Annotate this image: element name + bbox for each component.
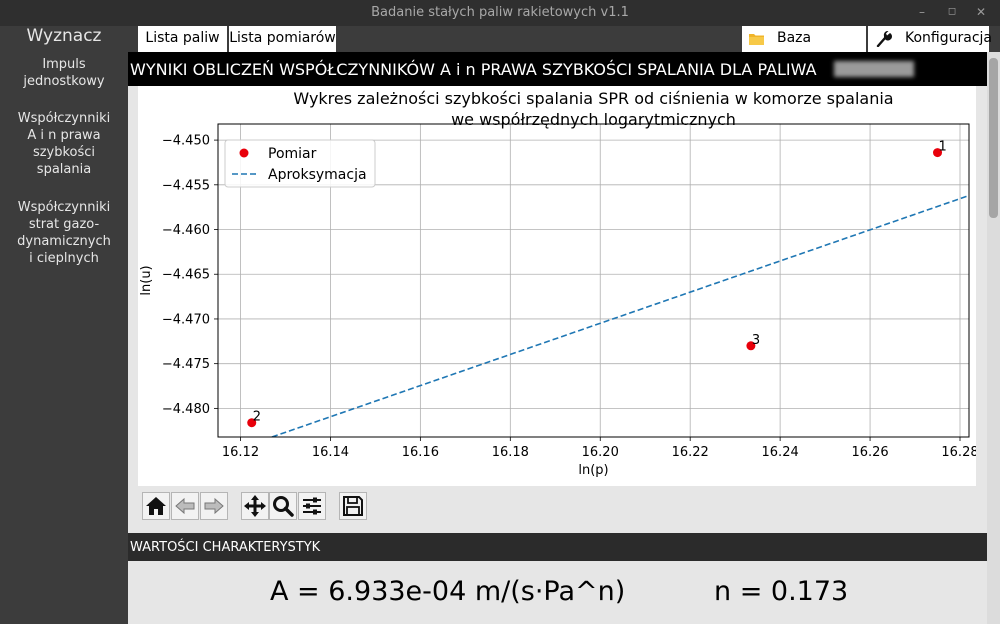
- close-icon[interactable]: ✕: [975, 5, 987, 19]
- point-label: 3: [752, 333, 760, 348]
- sidebar-item-label-line: Impuls: [42, 57, 86, 72]
- sidebar-item-wspolczynniki-strat[interactable]: Współczynniki strat gazo- dynamicznych i…: [4, 199, 124, 267]
- pan-button[interactable]: [241, 492, 269, 520]
- measurement-point: [247, 418, 257, 428]
- y-tick-label: −4.460: [162, 223, 210, 238]
- zoom-button[interactable]: [269, 492, 297, 520]
- coefficient-n-value: n = 0.173: [714, 576, 849, 607]
- y-tick-label: −4.455: [162, 178, 210, 193]
- minimize-icon[interactable]: –: [919, 5, 925, 19]
- characteristics-section-header: WARTOŚCI CHARAKTERYSTYK: [128, 533, 987, 561]
- window-titlebar: Badanie stałych paliw rakietowych v1.1 –…: [0, 0, 1000, 26]
- configuration-label: Konfiguracja: [905, 30, 993, 46]
- sidebar: Wyznacz Impuls jednostkowy Współczynniki…: [0, 26, 128, 624]
- subplots-config-button[interactable]: [298, 492, 326, 520]
- x-axis-label: ln(p): [578, 463, 608, 478]
- measurement-point: [933, 148, 943, 158]
- x-tick-label: 16.26: [851, 445, 888, 460]
- sidebar-item-label-line: Współczynniki: [17, 200, 111, 215]
- database-button[interactable]: Baza danych: [742, 26, 866, 70]
- x-tick-label: 16.14: [312, 445, 349, 460]
- y-axis-label: ln(u): [139, 265, 154, 295]
- legend-label-points: Pomiar: [268, 146, 317, 162]
- x-tick-label: 16.24: [762, 445, 799, 460]
- chart-title-line: we współrzędnych logarytmicznych: [451, 110, 736, 129]
- sidebar-item-label-line: spalania: [36, 162, 92, 177]
- window-title: Badanie stałych paliw rakietowych v1.1: [371, 5, 629, 20]
- tab-lista-pomiarow[interactable]: Lista pomiarów: [229, 26, 336, 52]
- point-label: 2: [253, 410, 261, 425]
- y-tick-label: −4.470: [162, 312, 210, 327]
- y-tick-label: −4.480: [162, 402, 210, 417]
- configuration-button[interactable]: Konfiguracja: [868, 26, 993, 52]
- chart-title-line: Wykres zależności szybkości spalania SPR…: [293, 89, 893, 108]
- sidebar-item-impuls[interactable]: Impuls jednostkowy: [4, 56, 124, 90]
- x-tick-label: 16.16: [402, 445, 439, 460]
- sidebar-item-label-line: i cieplnych: [29, 251, 99, 266]
- burn-rate-chart: Wykres zależności szybkości spalania SPR…: [139, 89, 979, 478]
- plot-frame: [217, 123, 970, 438]
- coefficient-a-value: A = 6.933e-04 m/(s·Pa^n): [270, 576, 626, 607]
- x-tick-label: 16.28: [941, 445, 976, 460]
- legend-box: [224, 139, 376, 188]
- back-arrow-icon: [175, 497, 195, 515]
- redacted-fuel-name: [834, 61, 914, 77]
- sidebar-item-label-line: dynamicznych: [17, 234, 111, 249]
- maximize-icon[interactable]: ◻: [947, 6, 957, 17]
- wrench-icon: [876, 30, 892, 47]
- top-toolbar: Lista paliw Lista pomiarów Baza danych K…: [128, 26, 1000, 70]
- save-button[interactable]: [339, 492, 367, 520]
- sidebar-item-wspolczynniki-a-n[interactable]: Współczynniki A i n prawa szybkości spal…: [4, 110, 124, 178]
- x-tick-label: 16.22: [672, 445, 709, 460]
- legend-marker-points: [239, 148, 249, 158]
- sidebar-heading: Wyznacz: [26, 26, 102, 46]
- legend-label-line: Aproksymacja: [268, 167, 367, 183]
- forward-arrow-icon: [204, 497, 224, 515]
- results-section-title: WYNIKI OBLICZEŃ WSPÓŁCZYNNIKÓW A i n PRA…: [130, 60, 817, 79]
- x-tick-label: 16.12: [222, 445, 259, 460]
- back-button[interactable]: [171, 492, 199, 520]
- y-tick-label: −4.450: [162, 134, 210, 149]
- x-tick-label: 16.18: [492, 445, 529, 460]
- home-button[interactable]: [142, 492, 170, 520]
- y-tick-label: −4.465: [162, 268, 210, 283]
- approximation-line: [271, 194, 969, 437]
- subplots-config-icon: [303, 497, 321, 515]
- home-icon: [146, 497, 166, 515]
- sidebar-item-label-line: szybkości: [32, 145, 96, 160]
- x-tick-label: 16.20: [582, 445, 619, 460]
- sidebar-item-label-line: Współczynniki: [17, 111, 111, 126]
- chart-panel: Wykres zależności szybkości spalania SPR…: [138, 86, 979, 486]
- zoom-icon: [273, 496, 294, 517]
- forward-button[interactable]: [200, 492, 228, 520]
- chart-legend: Pomiar Aproksymacja: [224, 139, 376, 188]
- characteristics-section-title: WARTOŚCI CHARAKTERYSTYK: [130, 540, 321, 555]
- tab-lista-paliw[interactable]: Lista paliw: [138, 26, 227, 52]
- folder-icon: [749, 34, 764, 45]
- scrollbar-thumb[interactable]: [989, 58, 998, 218]
- y-tick-label: −4.475: [162, 357, 210, 372]
- sidebar-item-label-line: strat gazo-: [28, 217, 100, 232]
- sidebar-item-label-line: A i n prawa: [27, 128, 101, 143]
- measurement-point: [746, 341, 756, 351]
- save-icon: [343, 496, 363, 516]
- pan-icon: [244, 495, 266, 517]
- sidebar-item-label-line: jednostkowy: [23, 74, 105, 89]
- point-label: 1: [939, 140, 947, 155]
- results-section-header: WYNIKI OBLICZEŃ WSPÓŁCZYNNIKÓW A i n PRA…: [128, 52, 987, 86]
